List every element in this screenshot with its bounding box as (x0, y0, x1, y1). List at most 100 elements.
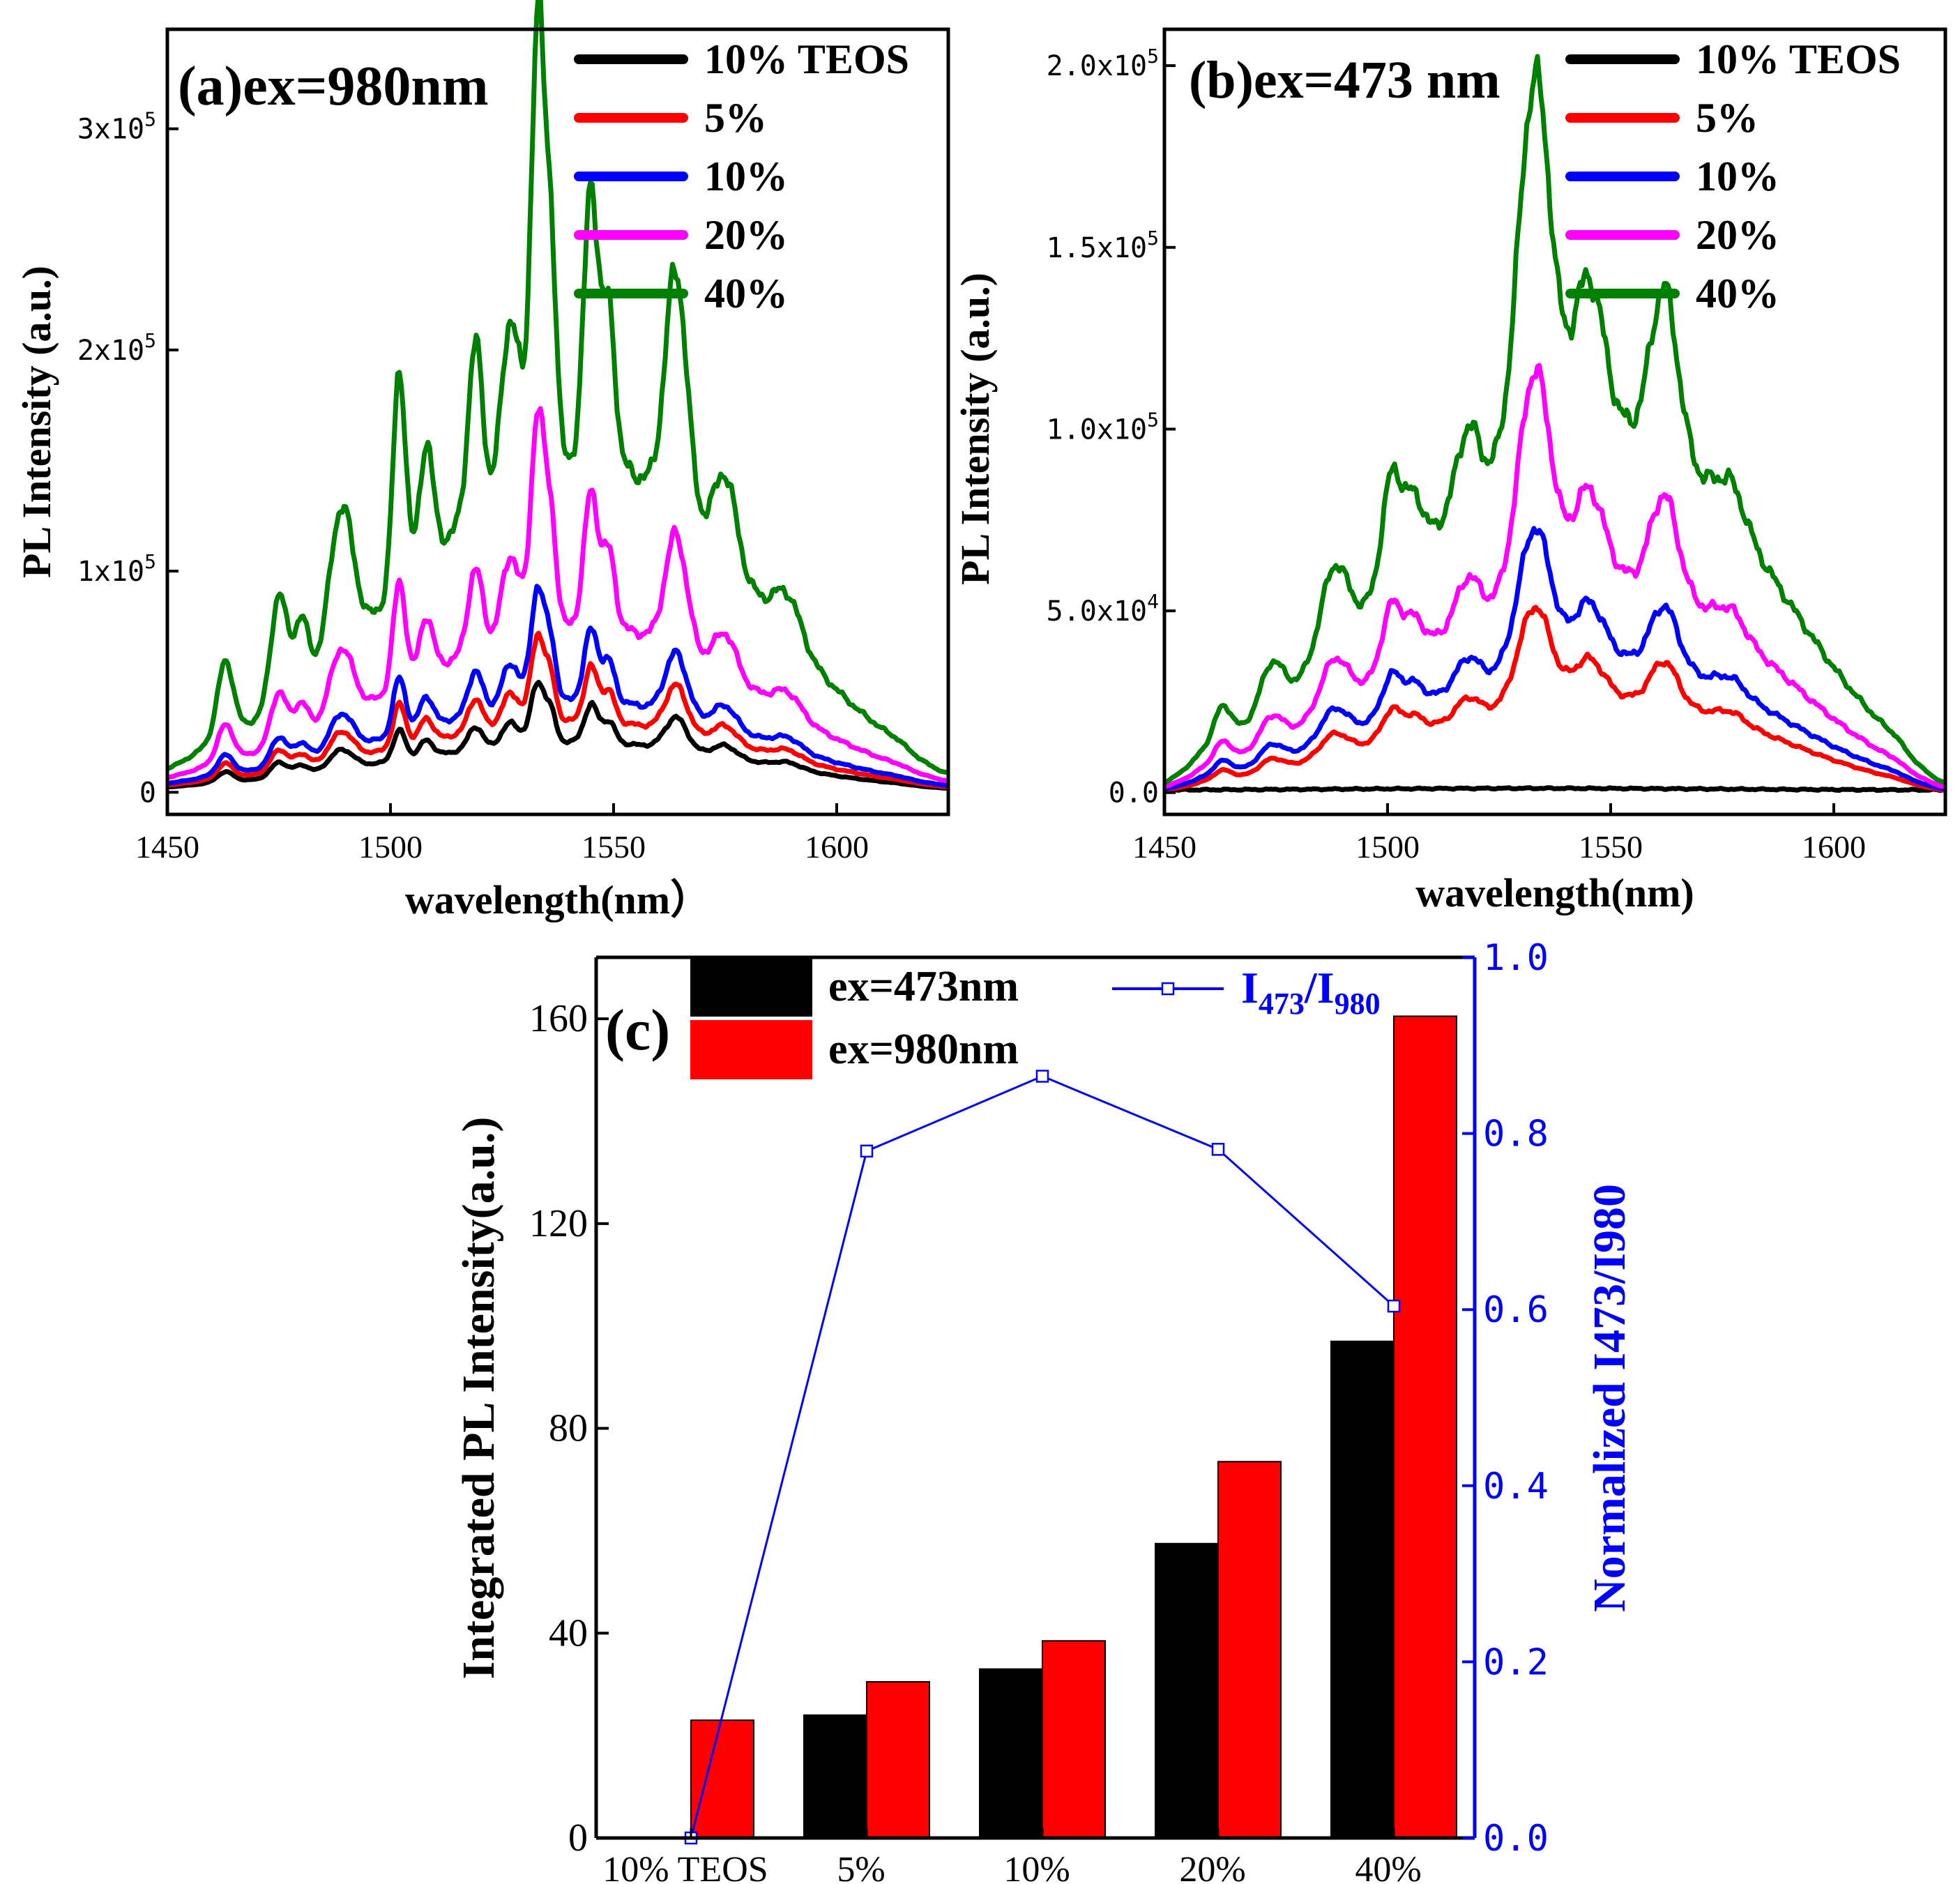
panel-c-left-tick-label: 0 (568, 1816, 588, 1860)
panel-c-right-tick-label: 0.8 (1483, 1114, 1549, 1155)
panel-a-series-line (167, 630, 948, 789)
panel-a-legend-label: 40% (704, 271, 788, 317)
panel-c-title: (c) (605, 998, 670, 1063)
panel-a-series-line (167, 406, 948, 783)
panel-c-left-ticks: 0 40 80 120 160 (529, 997, 609, 1860)
panel-c-right-tick-label: 0.2 (1483, 1641, 1549, 1683)
panel-b-frame (1162, 27, 1947, 816)
panel-c-bar-ex980 (1393, 1015, 1457, 1839)
panel-c-category-labels: 10% TEOS 5% 10% 20% 40% (602, 1828, 1422, 1884)
panel-c-category-label: 40% (1355, 1850, 1421, 1884)
panel-a-x-ticks: 1450 1500 1550 1600 (135, 803, 869, 865)
panel-c-bar-ex473 (1330, 1340, 1395, 1839)
panel-b-legend-label: 5% (1696, 95, 1758, 141)
panel-a-x-axis-label: wavelength(nm） (405, 877, 711, 922)
panel-a-y-tick-label: 2x105 (77, 329, 156, 367)
panel-c-right-tick-label: 0.6 (1483, 1289, 1549, 1331)
panel-a-y-axis-label: PL Intensity (a.u.) (14, 266, 59, 578)
panel-c-category-label: 5% (837, 1850, 885, 1884)
panel-c-legend-label: ex=473nm (828, 963, 1019, 1010)
panel-c-bar-ex473 (979, 1668, 1043, 1839)
panel-a-x-tick-label: 1500 (358, 829, 423, 865)
panel-b-series-line (1164, 605, 1945, 793)
panel-a-y-tick-label: 1x105 (77, 550, 156, 588)
panel-b-x-ticks: 1450 1500 1550 1600 (1132, 803, 1866, 865)
panel-c-legend-swatch (690, 957, 812, 1017)
panel-c-chart: 0 40 80 120 160 0.0 0.2 0.4 0.6 0.8 1.0 10% TEOS 5… (453, 937, 1635, 1884)
panel-b-series-lines (1163, 54, 1945, 793)
panel-a-legend-label: 5% (704, 95, 767, 141)
panel-c-bar-ex980 (1217, 1461, 1282, 1839)
panel-a-x-tick-label: 1600 (805, 829, 869, 865)
panel-c-bar-ex473 (803, 1714, 867, 1839)
panel-c-bar-ex473 (1155, 1542, 1219, 1839)
panel-b-series-line (1164, 526, 1945, 792)
panel-a-y-ticks: 0 1x105 2x105 3x105 (77, 108, 178, 809)
panel-c-legend: ex=473nm ex=980nm I473/I980 (690, 957, 1381, 1079)
panel-c-right-ticks: 0.0 0.2 0.4 0.6 0.8 1.0 (1462, 937, 1549, 1860)
panel-c-category-label: 20% (1179, 1850, 1245, 1884)
panel-c-y-axis-label: Integrated PL Intensity(a.u.) (453, 1117, 504, 1680)
panel-c-left-tick-label: 160 (529, 997, 588, 1040)
panel-b-legend: 10% TEOS 5% 10% 20% 40% (1565, 36, 1901, 317)
panel-a-frame (165, 27, 950, 816)
panel-b-x-tick-label: 1450 (1132, 829, 1196, 865)
panel-c-ratio-marker (860, 1144, 874, 1158)
panel-b-x-axis-label: wavelength(nm) (1415, 870, 1694, 916)
panel-c-ratio-legend-marker (1161, 982, 1175, 996)
panel-a-series-line (167, 679, 948, 791)
panel-b-y-tick-label: 1.5x105 (1047, 227, 1159, 264)
panel-c-ratio-marker (1035, 1070, 1049, 1083)
panel-c-legend-swatch (690, 1020, 812, 1079)
panel-b-x-tick-label: 1500 (1355, 829, 1420, 865)
panel-b-chart: 1450 1500 1550 1600 0.0 5.0x104 1.0x105 1.5x10… (952, 27, 1947, 916)
panel-a-chart: 1450 1500 1550 1600 0 1x105 2x105 3x105 (a)ex=… (14, 0, 950, 922)
panel-c-ratio-marker (1211, 1143, 1225, 1156)
panel-a-legend: 10% TEOS 5% 10% 20% 40% (574, 36, 909, 317)
panel-c-left-tick-label: 80 (549, 1407, 588, 1450)
panel-b-series-line (1163, 363, 1945, 789)
panel-c-ratio-marker (1387, 1299, 1401, 1313)
panel-c-right-tick-label: 0.4 (1483, 1466, 1549, 1507)
panel-c-bars (690, 1015, 1457, 1839)
panel-b-y-tick-label: 1.0x105 (1047, 408, 1159, 446)
panel-b-x-tick-label: 1550 (1579, 829, 1643, 865)
panel-a-legend-label: 10% TEOS (704, 36, 909, 82)
panel-a-y-tick-label: 3x105 (77, 108, 156, 146)
panel-c-left-tick-label: 40 (549, 1611, 588, 1655)
panel-a-series-lines (166, 0, 948, 791)
panel-c-bar-ex980 (690, 1719, 754, 1839)
panel-b-y-tick-label: 0.0 (1109, 777, 1159, 810)
panel-a-series-line (166, 0, 948, 775)
panel-a-y-tick-label: 0 (139, 777, 156, 809)
panel-b-y-ticks: 0.0 5.0x104 1.0x105 1.5x105 2.0x105 (1047, 45, 1176, 810)
panel-b-x-tick-label: 1600 (1802, 829, 1866, 865)
panel-a-x-tick-label: 1450 (135, 829, 199, 865)
panel-c-category-label: 10% (1003, 1850, 1070, 1884)
panel-b-legend-label: 40% (1696, 271, 1779, 317)
panel-c-legend-label: ex=980nm (828, 1026, 1019, 1073)
panel-b-y-tick-label: 2.0x105 (1047, 45, 1159, 82)
panel-b-series-line (1163, 54, 1945, 785)
panel-c-right-tick-label: 1.0 (1483, 937, 1549, 979)
panel-b-legend-label: 10% (1696, 153, 1779, 199)
panel-b-y-tick-label: 5.0x104 (1047, 590, 1159, 628)
panel-b-legend-label: 10% TEOS (1696, 36, 1901, 82)
panel-b-y-axis-label: PL Intensity (a.u.) (952, 273, 998, 585)
panel-c-right-tick-label: 0.0 (1483, 1818, 1549, 1860)
panel-c-ratio-legend-label: I473/I980 (1241, 963, 1381, 1021)
panel-b-series-line (1164, 785, 1945, 793)
panel-a-legend-label: 10% (704, 153, 788, 199)
panel-c-category-label: 10% TEOS (602, 1850, 768, 1884)
panel-a-title: (a)ex=980nm (178, 56, 489, 117)
panel-c-right-y-axis-label: Normalized I473/I980 (1584, 1184, 1635, 1612)
panel-b-title: (b)ex=473 nm (1189, 51, 1501, 109)
panel-c-left-tick-label: 120 (529, 1202, 588, 1245)
panel-b-legend-label: 20% (1696, 212, 1779, 258)
panel-a-x-tick-label: 1550 (582, 829, 646, 865)
panel-c-bar-ex980 (866, 1681, 930, 1839)
panel-a-legend-label: 20% (704, 212, 788, 258)
panel-a-series-line (167, 584, 948, 788)
panel-c-bar-ex980 (1042, 1640, 1106, 1839)
